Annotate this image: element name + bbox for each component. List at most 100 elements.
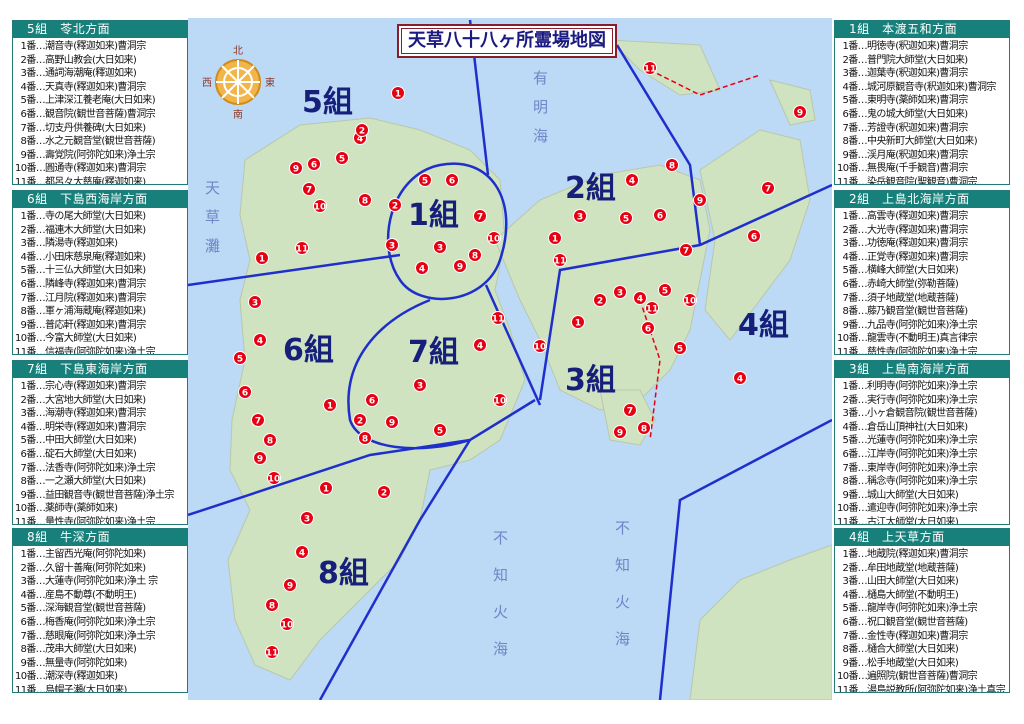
temple-marker[interactable]: 2 — [353, 413, 367, 427]
temple-marker[interactable]: 5 — [673, 341, 687, 355]
temple-marker[interactable]: 3 — [573, 209, 587, 223]
temple-list-item: 6番…梅香庵(阿弥陀如来)浄土宗 — [15, 616, 187, 630]
temple-marker[interactable]: 8 — [265, 598, 279, 612]
temple-marker[interactable]: 4 — [415, 261, 429, 275]
temple-name: 軍ヶ浦海蔵庵(釋迦如来) — [45, 306, 146, 318]
temple-marker[interactable]: 3 — [385, 238, 399, 252]
temple-marker[interactable]: 10 — [280, 617, 294, 631]
temple-name: 松手地蔵堂(大日如来) — [867, 657, 959, 669]
temple-name: 横峰大師堂(大日如来) — [867, 265, 959, 277]
temple-marker[interactable]: 8 — [468, 248, 482, 262]
temple-marker[interactable]: 7 — [251, 413, 265, 427]
temple-marker[interactable]: 1 — [548, 231, 562, 245]
temple-marker[interactable]: 4 — [295, 545, 309, 559]
temple-marker[interactable]: 6 — [307, 157, 321, 171]
temple-number: 7番… — [842, 462, 867, 474]
temple-list-item: 2番…牟田地蔵堂(地蔵菩薩) — [837, 562, 1009, 576]
temple-marker[interactable]: 3 — [248, 295, 262, 309]
temple-marker[interactable]: 10 — [267, 471, 281, 485]
temple-marker[interactable]: 3 — [300, 511, 314, 525]
temple-marker[interactable]: 5 — [433, 423, 447, 437]
marker-circle — [248, 295, 262, 309]
temple-marker[interactable]: 11 — [645, 301, 659, 315]
temple-marker[interactable]: 9 — [693, 193, 707, 207]
marker-circle — [548, 231, 562, 245]
temple-marker[interactable]: 2 — [377, 485, 391, 499]
temple-marker[interactable]: 8 — [665, 158, 679, 172]
temple-marker[interactable]: 4 — [625, 173, 639, 187]
temple-marker[interactable]: 4 — [253, 333, 267, 347]
temple-name: 潮音寺(釋迦如来)曹洞宗 — [45, 41, 146, 52]
temple-marker[interactable]: 5 — [233, 351, 247, 365]
legend-panel: 8組 牛深方面 1番…主留西光庵(阿弥陀如来) 2番…久留十善庵(阿弥陀如来) 3番…… — [12, 528, 188, 693]
temple-marker[interactable]: 8 — [637, 421, 651, 435]
legend-panel-header: 7組 下島東海岸方面 — [13, 361, 187, 378]
temple-marker[interactable]: 10 — [533, 339, 547, 353]
temple-marker[interactable]: 7 — [473, 209, 487, 223]
temple-marker[interactable]: 6 — [641, 321, 655, 335]
temple-marker[interactable]: 9 — [283, 578, 297, 592]
temple-marker[interactable]: 5 — [335, 151, 349, 165]
temple-marker[interactable]: 6 — [747, 229, 761, 243]
temple-name: 龍雲寺(不動明王)真言律宗 — [867, 333, 978, 345]
temple-marker[interactable]: 6 — [445, 173, 459, 187]
temple-marker[interactable]: 4 — [633, 291, 647, 305]
temple-marker[interactable]: 3 — [433, 240, 447, 254]
temple-marker[interactable]: 2 — [355, 123, 369, 137]
temple-marker[interactable]: 4 — [733, 371, 747, 385]
temple-marker[interactable]: 5 — [658, 283, 672, 297]
temple-marker[interactable]: 7 — [679, 243, 693, 257]
group-boundaries — [188, 19, 832, 700]
temple-marker[interactable]: 3 — [413, 378, 427, 392]
temple-marker[interactable]: 11 — [265, 645, 279, 659]
temple-marker[interactable]: 7 — [623, 403, 637, 417]
marker-number: 10 — [534, 343, 547, 353]
temple-marker[interactable]: 1 — [391, 86, 405, 100]
temple-marker[interactable]: 5 — [418, 173, 432, 187]
temple-marker[interactable]: 2 — [388, 198, 402, 212]
marker-number: 2 — [381, 489, 387, 499]
temple-marker[interactable]: 6 — [653, 208, 667, 222]
temple-marker[interactable]: 4 — [473, 338, 487, 352]
temple-marker[interactable]: 2 — [593, 293, 607, 307]
temple-marker[interactable]: 1 — [571, 315, 585, 329]
temple-marker[interactable]: 10 — [487, 231, 501, 245]
temple-list-item: 1番…潮音寺(釋迦如来)曹洞宗 — [15, 40, 187, 54]
temple-marker[interactable]: 6 — [238, 385, 252, 399]
temple-marker[interactable]: 3 — [613, 285, 627, 299]
marker-circle — [388, 198, 402, 212]
temple-marker[interactable]: 10 — [683, 293, 697, 307]
temple-marker[interactable]: 9 — [289, 161, 303, 175]
temple-marker[interactable]: 11 — [643, 61, 657, 75]
temple-list: 1番…利明寺(阿弥陀如来)浄土宗 2番…実行寺(阿弥陀如来)浄土宗 3番…小ヶ倉観音… — [835, 378, 1009, 524]
temple-marker[interactable]: 9 — [453, 259, 467, 273]
temple-marker[interactable]: 7 — [302, 182, 316, 196]
temple-name: 圓通寺(釋迦如来)曹洞宗 — [45, 163, 146, 175]
temple-marker[interactable]: 7 — [761, 181, 775, 195]
temple-name: 今富大師堂(大日如来) — [45, 333, 137, 345]
temple-marker[interactable]: 10 — [493, 393, 507, 407]
temple-marker[interactable]: 9 — [793, 105, 807, 119]
temple-marker[interactable]: 1 — [255, 251, 269, 265]
temple-name: 大光寺(釋迦如来)曹洞宗 — [867, 224, 968, 236]
temple-marker[interactable]: 8 — [263, 433, 277, 447]
temple-marker[interactable]: 1 — [323, 398, 337, 412]
temple-marker[interactable]: 9 — [253, 451, 267, 465]
temple-list-item: 11番…染岳観音院(聖観音)曹洞宗 — [837, 176, 1009, 184]
temple-marker[interactable]: 10 — [313, 199, 327, 213]
temple-marker[interactable]: 9 — [613, 425, 627, 439]
temple-marker[interactable]: 11 — [491, 311, 505, 325]
temple-marker[interactable]: 11 — [295, 241, 309, 255]
temple-marker[interactable]: 5 — [619, 211, 633, 225]
temple-marker[interactable]: 11 — [553, 253, 567, 267]
marker-number: 10 — [314, 203, 327, 213]
temple-marker[interactable]: 8 — [358, 431, 372, 445]
temple-marker[interactable]: 9 — [385, 415, 399, 429]
temple-name: 通詞海潮庵(釋迦如来) — [45, 68, 137, 80]
temple-marker[interactable]: 8 — [358, 193, 372, 207]
temple-name: 迦葉寺(釈迦如来)曹洞宗 — [867, 68, 968, 80]
temple-marker[interactable]: 1 — [319, 481, 333, 495]
temple-marker[interactable]: 6 — [365, 393, 379, 407]
temple-name: 正覚寺(釋迦如来)曹洞宗 — [867, 251, 968, 263]
